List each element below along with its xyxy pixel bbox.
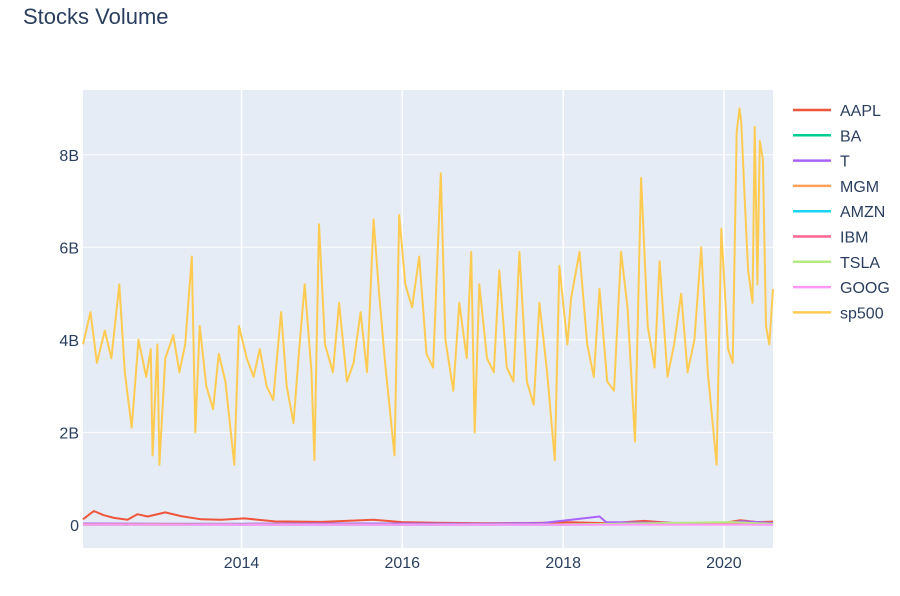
series-line-sp500 (82, 107, 774, 466)
legend-label: TSLA (840, 255, 880, 272)
legend-item-ibm[interactable]: IBM (793, 230, 868, 247)
legend-label: GOOG (840, 280, 890, 297)
legend-item-aapl[interactable]: AAPL (793, 103, 881, 120)
legend-item-mgm[interactable]: MGM (793, 179, 879, 196)
legend-label: BA (840, 128, 862, 145)
legend-label: AAPL (840, 103, 881, 120)
legend-item-tsla[interactable]: TSLA (793, 255, 880, 272)
legend-label: AMZN (840, 204, 885, 221)
legend-item-sp500[interactable]: sp500 (793, 305, 884, 322)
legend-item-ba[interactable]: BA (793, 128, 862, 145)
y-tick-label: 0 (70, 518, 79, 535)
legend[interactable]: AAPL BA T MGM AMZN IBM TSLA GOOG sp500 (793, 103, 890, 322)
x-axis: 2014 2016 2018 2020 (224, 555, 742, 572)
plot-area (83, 90, 773, 548)
legend-label: T (840, 154, 850, 171)
legend-label: IBM (840, 230, 868, 247)
legend-item-t[interactable]: T (793, 154, 850, 171)
legend-label: sp500 (840, 305, 884, 322)
y-tick-label: 6B (59, 240, 79, 257)
x-tick-label: 2016 (384, 555, 420, 572)
legend-item-amzn[interactable]: AMZN (793, 204, 885, 221)
y-tick-label: 4B (59, 333, 79, 350)
series-lines (82, 107, 774, 526)
legend-label: MGM (840, 179, 879, 196)
y-tick-label: 8B (59, 148, 79, 165)
y-tick-label: 2B (59, 425, 79, 442)
chart-title: Stocks Volume (23, 4, 169, 29)
x-tick-label: 2018 (545, 555, 581, 572)
y-axis: 0 2B 4B 6B 8B (59, 148, 79, 535)
legend-item-goog[interactable]: GOOG (793, 280, 890, 297)
x-tick-label: 2020 (706, 555, 742, 572)
x-tick-label: 2014 (224, 555, 260, 572)
